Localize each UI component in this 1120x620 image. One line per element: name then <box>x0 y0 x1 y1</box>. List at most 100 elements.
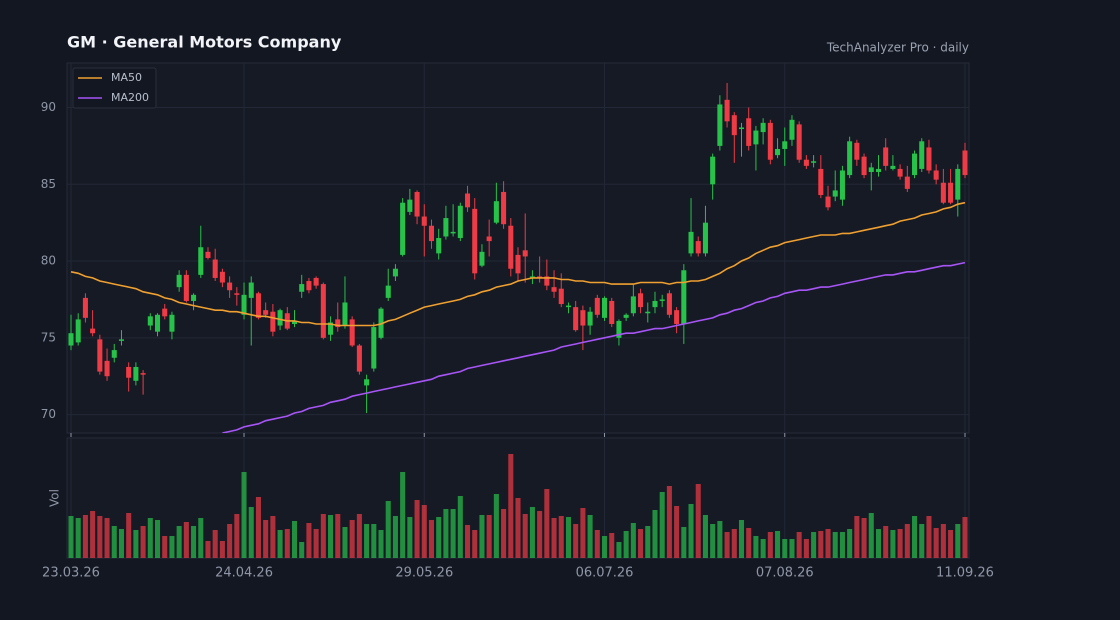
volume-bar <box>760 539 766 558</box>
volume-bar <box>183 522 189 558</box>
volume-bar <box>479 515 485 558</box>
candle-body <box>659 299 665 301</box>
volume-bar <box>486 515 492 558</box>
candle-body <box>82 297 88 318</box>
volume-bar <box>544 489 550 558</box>
volume-bar <box>443 509 449 558</box>
legend: MA50 MA200 <box>72 67 157 109</box>
ma-line <box>70 201 966 327</box>
candle-body <box>818 168 824 196</box>
volume-bar <box>227 524 233 558</box>
candle-body <box>263 310 269 315</box>
candle-body <box>255 293 261 318</box>
volume-bar <box>169 536 175 558</box>
candle-body <box>140 373 146 375</box>
volume-bar <box>645 526 651 558</box>
volume-bar <box>219 541 225 558</box>
volume-bar <box>890 530 896 558</box>
volume-bar <box>674 506 680 558</box>
volume-bar <box>392 516 398 558</box>
volume-bar <box>782 539 788 558</box>
volume-bar <box>407 517 413 558</box>
volume-bar <box>126 513 132 558</box>
candle-body <box>565 305 571 308</box>
candle-body <box>118 339 124 341</box>
candle-body <box>299 284 305 292</box>
volume-bar <box>205 541 211 558</box>
candle-body <box>645 311 651 314</box>
candle-body <box>493 201 499 223</box>
volume-bar <box>414 500 420 558</box>
candle-body <box>955 168 961 200</box>
candle-body <box>861 156 867 176</box>
candle-body <box>169 314 175 332</box>
volume-bar <box>191 526 197 558</box>
volume-bar <box>465 525 471 558</box>
candle-body <box>104 360 110 377</box>
volume-bar <box>710 524 716 558</box>
volume-bar <box>299 542 305 558</box>
volume-bar <box>313 529 319 558</box>
candle-body <box>638 293 644 308</box>
candle-body <box>234 293 240 295</box>
candle-body <box>328 322 334 335</box>
candle-body <box>803 159 809 166</box>
y-tick-label: 80 <box>41 254 56 268</box>
volume-bar <box>522 514 528 558</box>
candle-body <box>875 168 882 173</box>
volume-bar <box>457 496 463 558</box>
candle-body <box>522 250 528 257</box>
candle-body <box>573 307 579 331</box>
volume-bar <box>162 536 168 558</box>
volume-bar <box>371 524 377 558</box>
candle-body <box>133 366 139 381</box>
volume-bar <box>587 515 593 558</box>
volume-bar <box>508 454 514 558</box>
volume-bar <box>609 533 615 558</box>
candle-body <box>75 319 81 343</box>
x-tick-label: 06.07.26 <box>576 566 634 581</box>
volume-bar <box>717 521 723 558</box>
volume-bar <box>241 472 247 558</box>
volume-bar <box>212 530 218 558</box>
candle-body <box>407 199 413 212</box>
volume-bar <box>666 486 672 558</box>
volume-bar <box>263 520 269 558</box>
candle-body <box>839 170 845 200</box>
candle-body <box>674 310 680 324</box>
volume-bar <box>573 524 579 558</box>
volume-bar <box>529 507 535 558</box>
candle-body <box>97 339 103 372</box>
volume-bar <box>501 509 507 558</box>
x-tick-label: 29.05.26 <box>395 566 453 581</box>
legend-label: MA50 <box>111 71 142 84</box>
volume-bar <box>428 520 435 558</box>
volume-bar <box>912 516 918 558</box>
volume-bar <box>796 532 802 558</box>
volume-bar <box>775 531 781 558</box>
volume-bar <box>291 521 298 558</box>
candle-body <box>710 156 716 185</box>
candle-body <box>681 270 687 324</box>
candle-body <box>508 225 514 269</box>
candle-body <box>436 238 442 254</box>
volume-bar <box>883 526 889 558</box>
candle-body <box>962 150 968 176</box>
volume-bar <box>472 530 478 558</box>
candles <box>68 82 968 414</box>
volume-bar <box>616 542 622 558</box>
candle-body <box>782 141 788 149</box>
volume-bar <box>378 530 384 558</box>
volume-bar <box>270 516 276 558</box>
candle-body <box>320 284 326 338</box>
candle-body <box>904 176 910 189</box>
volume-bar <box>832 532 838 558</box>
volume-bar <box>515 498 521 558</box>
candle-body <box>414 191 420 217</box>
volume-bar <box>695 484 701 558</box>
candle-body <box>501 191 507 225</box>
volume-bar <box>904 524 910 558</box>
volume-bar <box>421 505 427 558</box>
x-tick-label: 23.03.26 <box>42 566 100 581</box>
candle-body <box>349 319 355 346</box>
